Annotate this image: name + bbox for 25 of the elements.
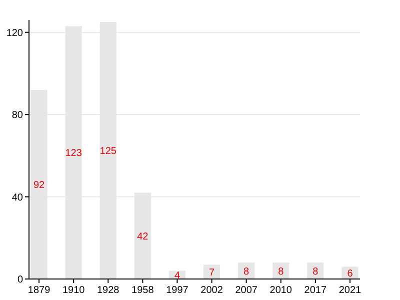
x-tick-label: 1997 — [166, 285, 189, 296]
x-tick-label: 2021 — [338, 285, 362, 296]
data-label: 7 — [208, 267, 215, 278]
data-label: 8 — [244, 266, 250, 278]
data-label: 6 — [347, 268, 354, 280]
x-tick-label: 1879 — [28, 285, 51, 296]
x-tick-label: 2002 — [200, 285, 224, 296]
data-label: 125 — [100, 146, 117, 158]
data-label: 4 — [174, 270, 180, 282]
data-label: 92 — [33, 180, 46, 191]
y-tick-label: 80 — [12, 110, 24, 122]
data-label: 8 — [278, 266, 284, 278]
x-tick-label: 2017 — [304, 285, 327, 296]
y-tick-label: 120 — [6, 28, 24, 39]
x-tick-label: 2007 — [235, 285, 258, 296]
x-tick-label: 1928 — [96, 285, 120, 296]
bar — [203, 264, 220, 279]
x-tick-label: 1958 — [132, 285, 154, 296]
data-label: 42 — [137, 231, 149, 242]
x-tick-label: 1910 — [62, 285, 86, 296]
y-tick-label: 40 — [12, 192, 24, 204]
data-label: 8 — [312, 266, 319, 278]
data-label: 123 — [65, 148, 82, 160]
y-tick-label: 0 — [17, 274, 24, 286]
x-tick-label: 2010 — [270, 285, 292, 296]
